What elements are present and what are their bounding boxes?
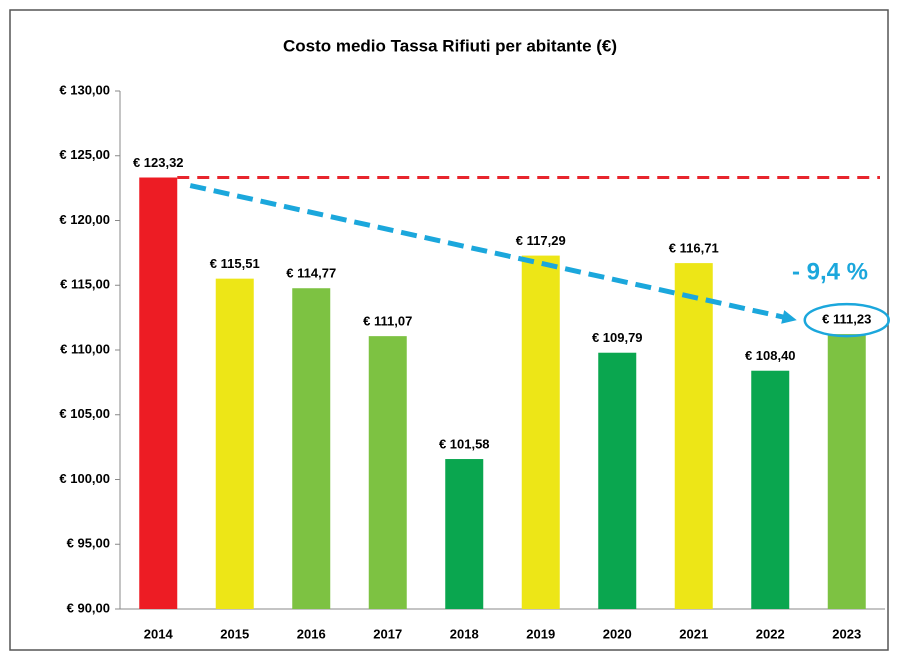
value-label: € 111,07 [363,314,412,329]
bar [445,459,484,609]
x-tick-label: 2022 [756,626,785,641]
highlight-circle [803,302,890,338]
trend-arrow [189,183,788,321]
bar [521,255,560,610]
bar [292,288,331,609]
y-tick-label: € 100,00 [59,471,110,486]
bar [215,278,254,609]
chart-title: Costo medio Tassa Rifiuti per abitante (… [283,36,617,55]
trend-arrow-head [781,310,797,324]
annotation: - 9,4 % [792,258,868,285]
x-tick-label: 2016 [297,626,326,641]
x-tick-label: 2017 [373,626,402,641]
bar [751,370,790,609]
y-tick-label: € 105,00 [59,406,110,421]
bar [827,334,866,609]
value-label: € 116,71 [669,241,719,256]
y-tick-label: € 110,00 [60,341,110,356]
bar [674,263,713,609]
x-tick-label: 2021 [679,626,708,641]
y-tick-label: € 130,00 [59,82,110,97]
value-label: € 101,58 [439,436,490,451]
bar [368,336,407,609]
y-tick-label: € 125,00 [59,147,110,162]
value-label: € 108,40 [745,348,796,363]
y-tick-label: € 90,00 [67,600,110,615]
value-label: € 111,23 [822,312,871,327]
value-label: € 115,51 [210,256,260,271]
x-tick-label: 2020 [603,626,632,641]
bar [139,177,178,610]
x-tick-label: 2023 [832,626,861,641]
value-label: € 123,32 [133,155,184,170]
bar [598,352,637,609]
y-tick-label: € 115,00 [60,277,110,292]
value-label: € 117,29 [516,233,566,248]
x-tick-label: 2014 [144,626,174,641]
x-tick-label: 2019 [526,626,555,641]
x-tick-label: 2018 [450,626,479,641]
value-label: € 109,79 [592,330,643,345]
y-tick-label: € 120,00 [59,212,110,227]
value-label: € 114,77 [286,266,336,281]
x-tick-label: 2015 [220,626,249,641]
y-tick-label: € 95,00 [67,536,110,551]
